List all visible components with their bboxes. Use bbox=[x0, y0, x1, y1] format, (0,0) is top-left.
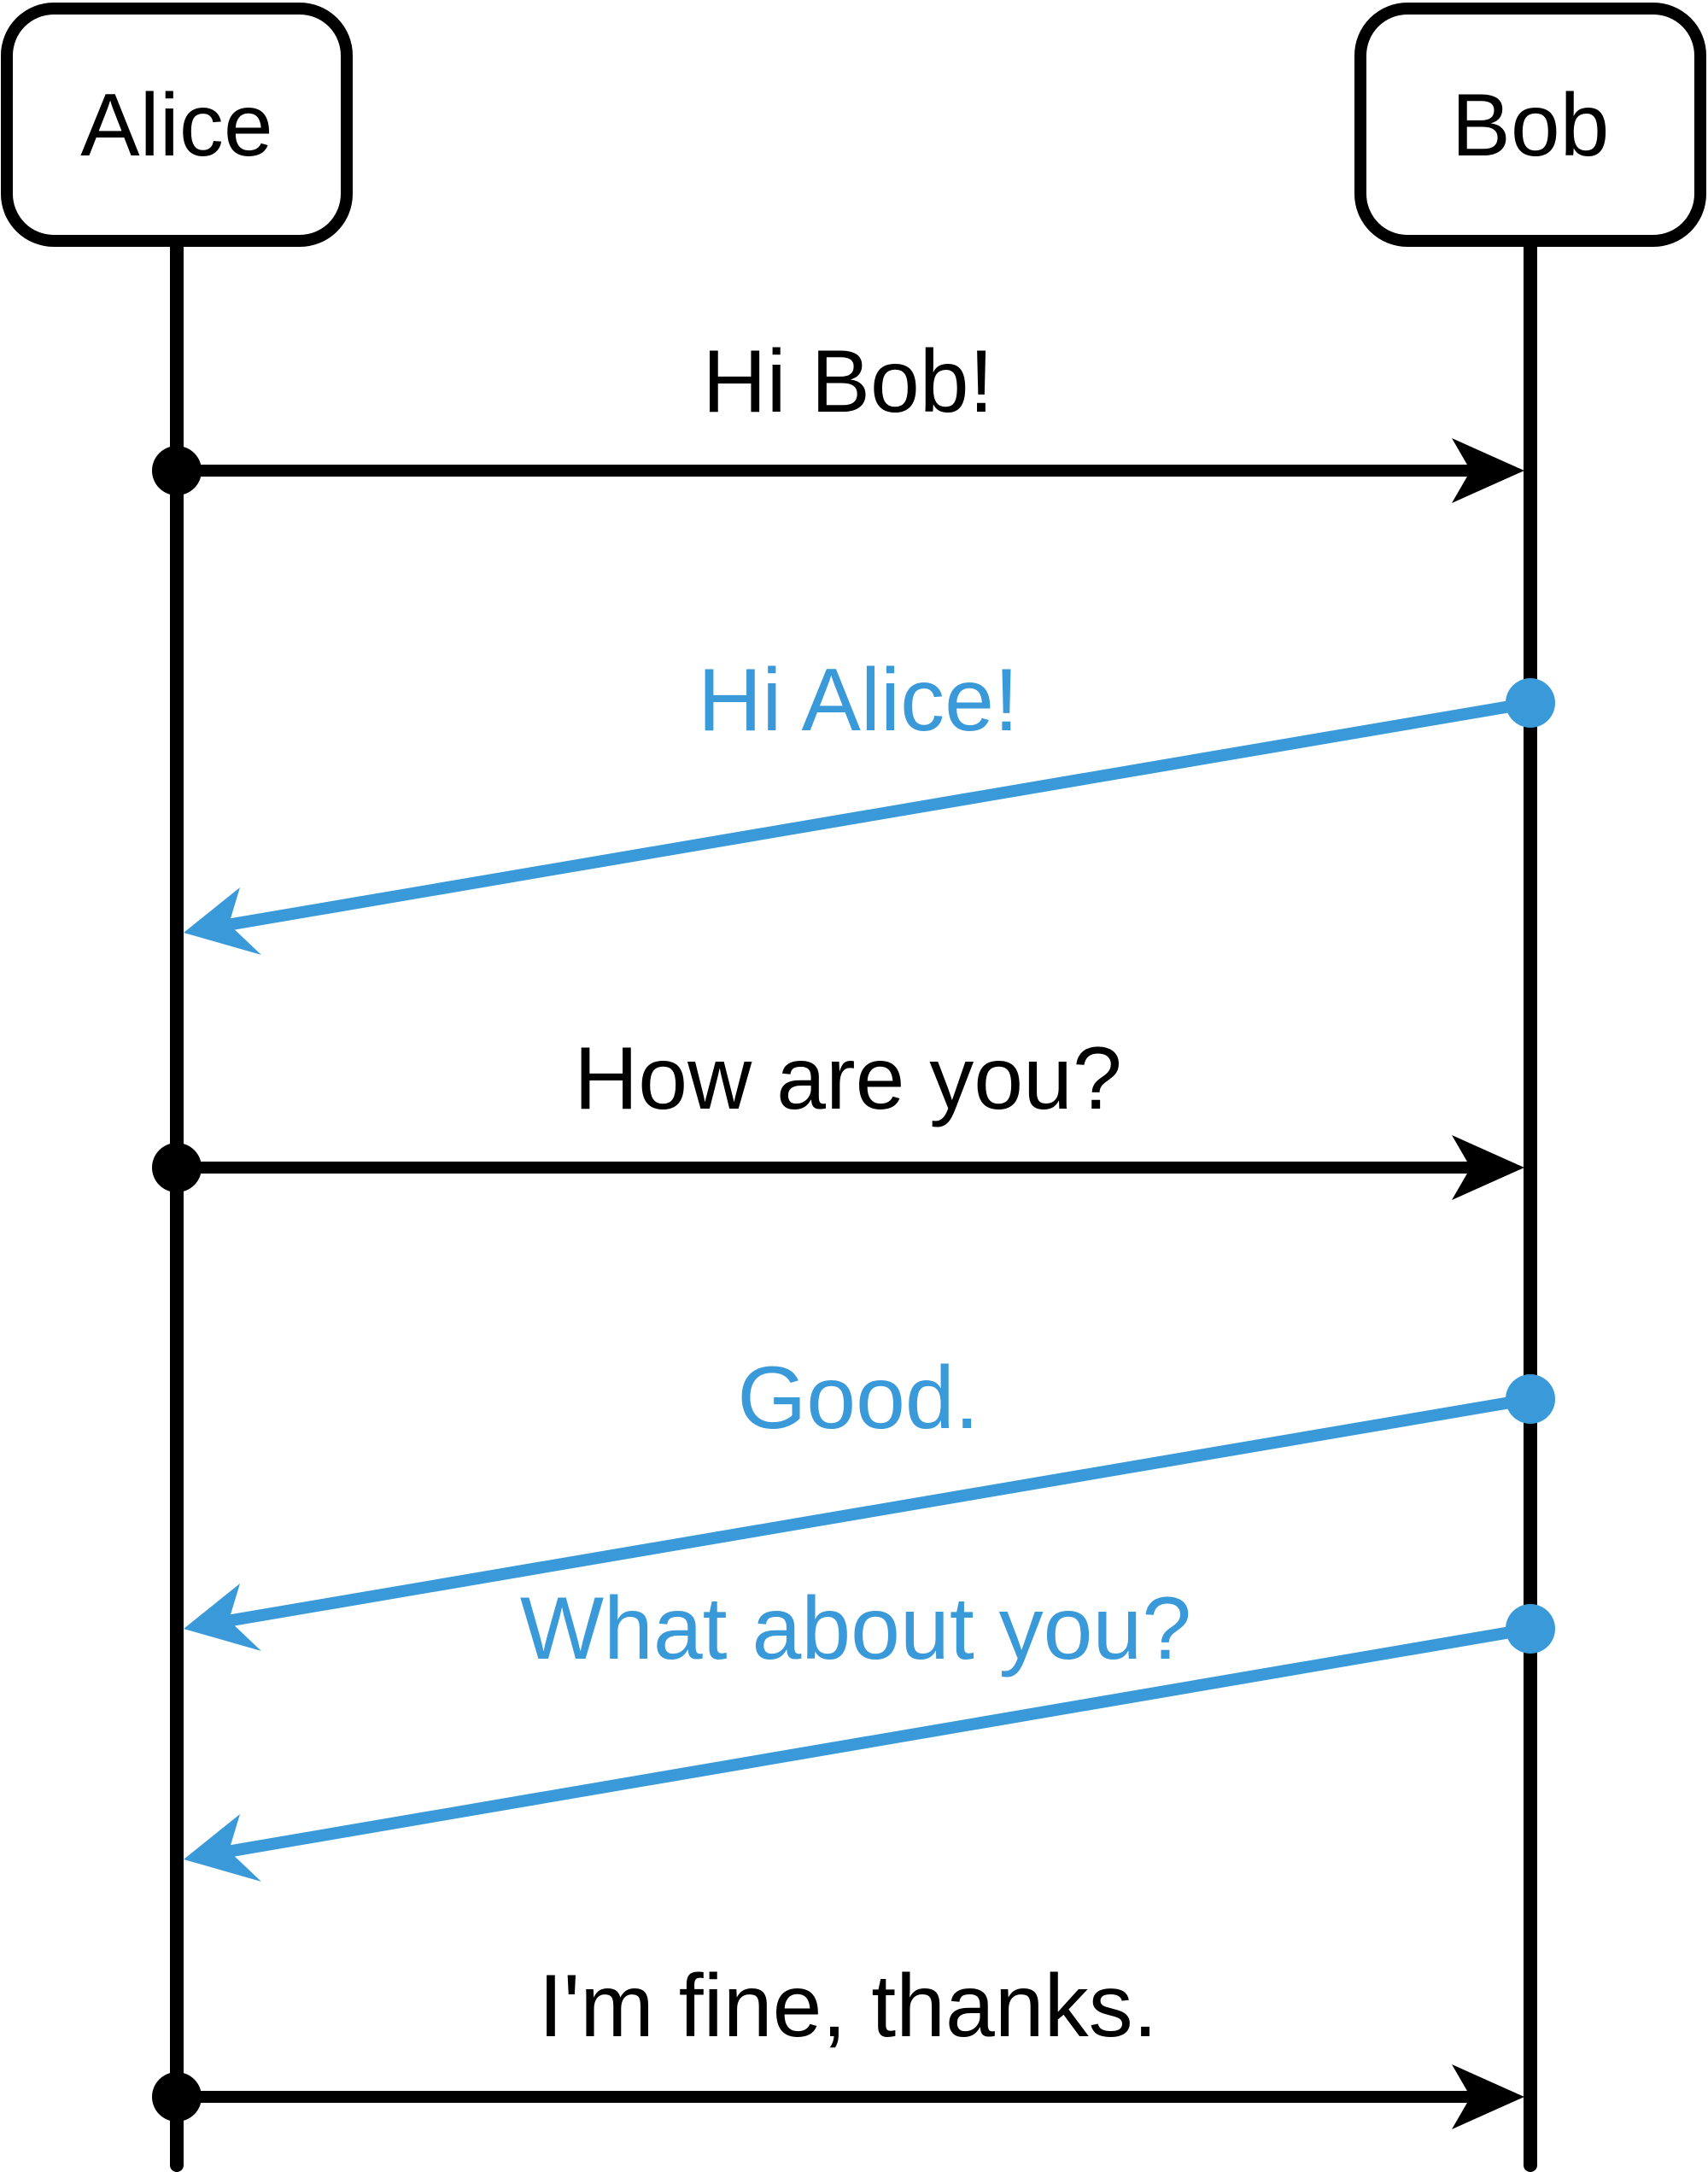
arrowhead-icon bbox=[184, 1584, 261, 1651]
message-label-hi-alice: Hi Alice! bbox=[698, 651, 1019, 750]
message-arrow-line bbox=[210, 697, 1532, 934]
message-what-about-you: What about you? bbox=[184, 1579, 1555, 1882]
arrowhead-icon bbox=[1452, 2064, 1524, 2129]
message-label-good: Good. bbox=[737, 1349, 979, 1448]
arrowhead-icon bbox=[184, 1814, 261, 1882]
message-arrow-line bbox=[210, 1393, 1532, 1630]
message-label-what-about-you: What about you? bbox=[520, 1579, 1191, 1678]
message-how-are-you: How are you? bbox=[152, 1029, 1524, 1200]
participant-box-bob bbox=[1354, 3, 1706, 247]
message-label-how-are-you: How are you? bbox=[574, 1029, 1122, 1128]
message-label-im-fine-thanks: I'm fine, thanks. bbox=[538, 1957, 1157, 2056]
arrowhead-icon bbox=[1452, 1135, 1524, 1200]
participant-alice: Alice bbox=[1, 3, 353, 247]
message-hi-bob: Hi Bob! bbox=[152, 332, 1524, 503]
message-good: Good. bbox=[184, 1349, 1555, 1651]
participant-label-alice: Alice bbox=[80, 76, 272, 175]
arrowhead-icon bbox=[1452, 438, 1524, 503]
arrowhead-icon bbox=[184, 887, 261, 955]
message-hi-alice: Hi Alice! bbox=[184, 651, 1555, 955]
participant-box-alice bbox=[1, 3, 353, 247]
message-im-fine-thanks: I'm fine, thanks. bbox=[152, 1957, 1524, 2129]
participant-bob: Bob bbox=[1354, 3, 1706, 247]
participant-label-bob: Bob bbox=[1451, 76, 1609, 175]
message-label-hi-bob: Hi Bob! bbox=[702, 332, 993, 431]
message-arrow-line bbox=[210, 1623, 1532, 1860]
